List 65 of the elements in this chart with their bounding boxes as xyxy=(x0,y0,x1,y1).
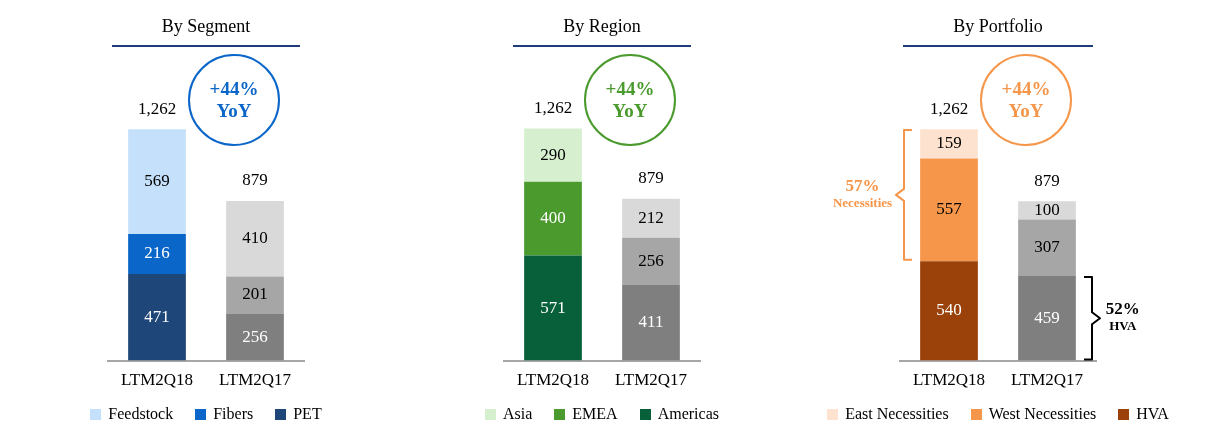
legend-label: HVA xyxy=(1136,405,1169,423)
legend-label: EMEA xyxy=(572,405,618,423)
bar xyxy=(1018,219,1076,277)
bar xyxy=(128,234,186,274)
data-label: 459 xyxy=(1034,307,1060,327)
annotation: 1,262 xyxy=(533,97,573,117)
text: +44% YoY xyxy=(605,78,655,122)
data-label: 212 xyxy=(638,207,664,227)
data-label: 410 xyxy=(242,228,268,248)
annotation: 879 xyxy=(1034,170,1060,190)
bar xyxy=(920,261,978,361)
bar xyxy=(622,237,680,285)
bar xyxy=(622,284,680,361)
bar xyxy=(920,129,978,159)
data-label: 400 xyxy=(540,208,566,228)
annotation: 1,262 xyxy=(929,98,969,118)
legend-label: Asia xyxy=(503,405,533,423)
x-tick-label: LTM2Q18 xyxy=(120,370,194,390)
annotation: 879 xyxy=(638,168,664,188)
legend-label: Fibers xyxy=(213,405,254,423)
chart-title: By Segment xyxy=(111,8,301,47)
data-label: 159 xyxy=(936,133,962,153)
data-label: 307 xyxy=(1034,237,1061,257)
bar xyxy=(1018,201,1076,220)
chart-title: By Region xyxy=(513,8,691,47)
data-label: 216 xyxy=(144,243,170,263)
bar xyxy=(524,255,582,361)
data-label: 100 xyxy=(1034,199,1060,219)
data-label: 411 xyxy=(638,312,664,332)
legend-label: Americas xyxy=(657,405,719,423)
data-label: 201 xyxy=(242,284,268,304)
bar xyxy=(226,313,284,361)
data-label: 256 xyxy=(638,250,664,270)
bar xyxy=(128,273,186,361)
x-tick-label: LTM2Q18 xyxy=(516,370,590,390)
legend-label: PET xyxy=(293,405,322,423)
data-label: 471 xyxy=(144,306,170,326)
x-tick-label: LTM2Q17 xyxy=(614,370,688,390)
annotation: 879 xyxy=(242,170,268,190)
data-label: 290 xyxy=(540,144,566,164)
legend-label: Feedstock xyxy=(108,405,174,423)
data-label: 540 xyxy=(936,300,962,320)
text: +44% YoY xyxy=(1001,78,1051,122)
bar xyxy=(226,276,284,314)
annotation: 1,262 xyxy=(137,98,177,118)
legend-label: East Necessities xyxy=(845,405,949,423)
bar xyxy=(622,198,680,238)
bar xyxy=(920,158,978,262)
text: +44% YoY xyxy=(209,78,259,122)
x-tick-label: LTM2Q17 xyxy=(218,370,292,390)
text: 52% HVA xyxy=(1105,299,1140,335)
bar xyxy=(524,181,582,256)
data-label: 571 xyxy=(540,297,566,317)
bar xyxy=(1018,276,1076,361)
legend-label: West Necessities xyxy=(988,405,1097,423)
chart-title: By Portfolio xyxy=(903,8,1093,47)
x-tick-label: LTM2Q17 xyxy=(1010,370,1084,390)
bar xyxy=(226,200,284,277)
bar xyxy=(524,128,582,182)
data-label: 569 xyxy=(144,171,170,191)
bar xyxy=(128,129,186,235)
x-tick-label: LTM2Q18 xyxy=(912,370,986,390)
text: 57% Necessities xyxy=(832,176,893,212)
data-label: 256 xyxy=(242,326,268,346)
data-label: 557 xyxy=(936,199,963,219)
